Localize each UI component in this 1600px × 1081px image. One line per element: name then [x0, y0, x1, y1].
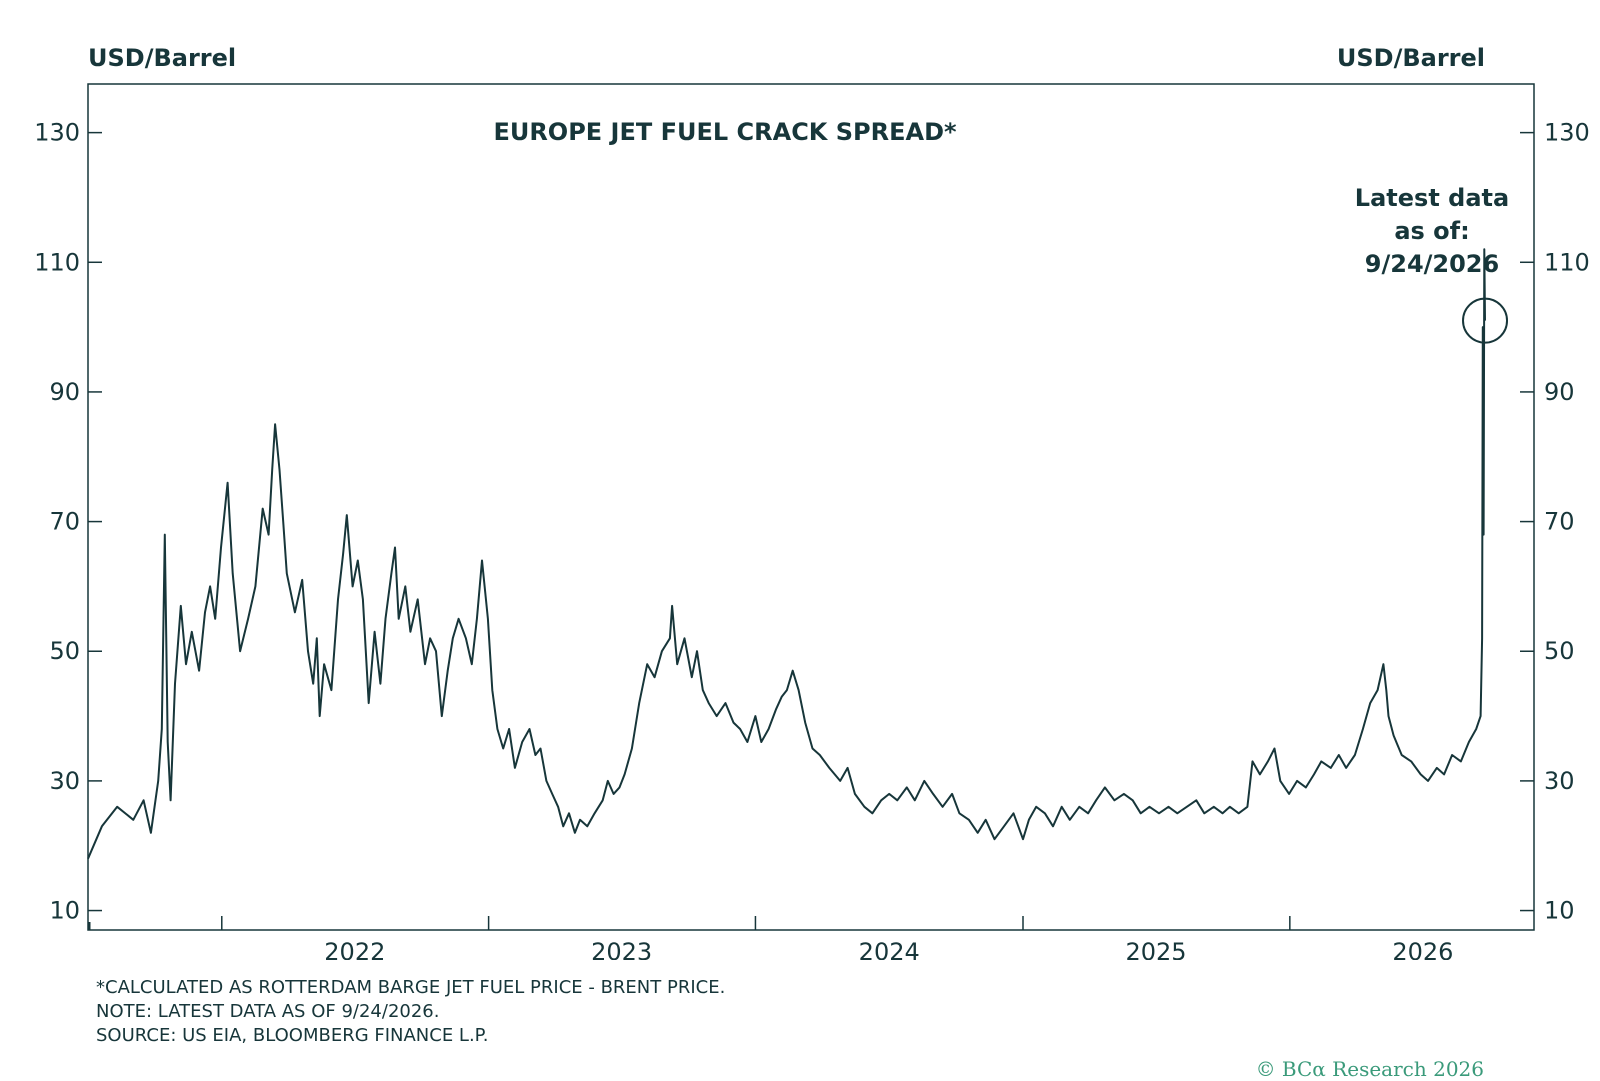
y-tick-label-right-30: 30	[1544, 767, 1575, 795]
annotation-line-2: as of:	[1394, 217, 1469, 245]
y-tick-label-right-90: 90	[1544, 378, 1575, 406]
annotation-line-1: Latest data	[1355, 184, 1509, 212]
y-axis-unit-left: USD/Barrel	[88, 44, 237, 72]
x-tick-label-2023: 2023	[591, 938, 652, 960]
y-tick-label-left-130: 130	[34, 119, 80, 147]
y-axis-right: 10 30 50 70 90 110 130	[1520, 119, 1590, 925]
series-line	[87, 248, 1486, 860]
y-tick-label-right-10: 10	[1544, 897, 1575, 925]
y-tick-label-left-30: 30	[49, 767, 80, 795]
footnote-source: SOURCE: US EIA, BLOOMBERG FINANCE L.P.	[96, 1025, 489, 1046]
chart-notes: *CALCULATED AS ROTTERDAM BARGE JET FUEL …	[96, 976, 725, 1048]
y-tick-label-left-70: 70	[49, 508, 80, 536]
y-tick-label-left-110: 110	[34, 248, 80, 276]
plot-frame	[87, 83, 1535, 931]
x-axis: 2022 2023 2024 2025 2026	[87, 916, 1453, 960]
y-tick-label-left-50: 50	[49, 637, 80, 665]
y-axis-unit-right: USD/Barrel	[1336, 44, 1485, 72]
copyright-label: © BCα Research 2026	[1255, 1057, 1484, 1081]
y-tick-label-left-10: 10	[49, 897, 80, 925]
jet-fuel-crack-spread-chart: EUROPE JET FUEL CRACK SPREAD* 10 30 50 70 90…	[34, 83, 1590, 960]
x-tick-label-2025: 2025	[1126, 938, 1187, 960]
y-tick-label-right-70: 70	[1544, 508, 1575, 536]
y-tick-label-left-90: 90	[49, 378, 80, 406]
x-tick-label-2022: 2022	[324, 938, 385, 960]
footnote-calc: *CALCULATED AS ROTTERDAM BARGE JET FUEL …	[96, 977, 726, 998]
y-axis-left: 10 30 50 70 90 110 130	[34, 119, 102, 925]
y-tick-label-right-110: 110	[1544, 248, 1590, 276]
x-tick-label-2026: 2026	[1392, 938, 1453, 960]
chart-title: EUROPE JET FUEL CRACK SPREAD*	[493, 118, 957, 146]
footnote-latest: NOTE: LATEST DATA AS OF 9/24/2026.	[96, 1001, 440, 1022]
annotation-line-3: 9/24/2026	[1365, 250, 1499, 278]
y-tick-label-right-130: 130	[1544, 119, 1590, 147]
x-tick-label-2024: 2024	[859, 938, 920, 960]
y-tick-label-right-50: 50	[1544, 637, 1575, 665]
latest-data-annotation: Latest data as of: 9/24/2026	[1355, 184, 1509, 344]
latest-data-circle	[1462, 297, 1509, 344]
